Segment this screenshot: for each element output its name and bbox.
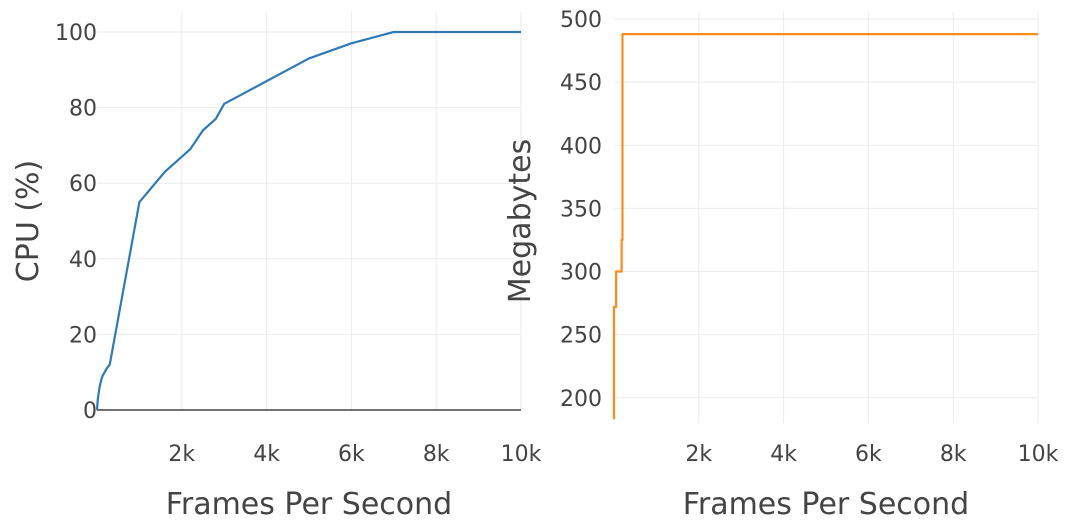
memory-series-line [612,33,1038,420]
memory-x-tick-label: 6k [855,442,882,467]
cpu-x-tick-label: 8k [423,442,450,467]
memory-chart: 2k 4k 6k 8k 10k 200 250 300 350 400 450 500 [560,8,1059,467]
cpu-y-tick-label: 0 [83,399,97,424]
cpu-chart: 2k 4k 6k 8k 10k 0 20 40 60 80 100 [55,12,542,467]
cpu-y-tick-label: 20 [69,323,97,348]
cpu-y-tick-label: 80 [69,97,97,122]
cpu-y-tick-label: 40 [69,248,97,273]
memory-y-tick-label: 450 [560,71,602,96]
cpu-x-tick-label: 2k [168,442,195,467]
memory-x-tick-label: 8k [940,442,967,467]
cpu-x-tick-label: 10k [501,442,542,467]
cpu-y-tick-label: 100 [55,21,97,46]
cpu-y-axis-title: CPU (%) [11,160,46,282]
cpu-x-axis-title: Frames Per Second [166,487,452,522]
memory-x-tick-label: 2k [685,442,712,467]
memory-y-tick-label: 300 [560,261,602,286]
memory-x-tick-label: 10k [1018,442,1059,467]
memory-y-tick-label: 200 [560,387,602,412]
cpu-series-line [95,30,521,411]
memory-x-tick-label: 4k [770,442,797,467]
cpu-x-tick-label: 6k [338,442,365,467]
memory-y-tick-label: 500 [560,8,602,33]
memory-x-axis-title: Frames Per Second [683,487,969,522]
cpu-x-tick-label: 4k [253,442,280,467]
memory-y-axis-title: Megabytes [503,139,538,303]
memory-y-tick-label: 350 [560,197,602,222]
memory-y-tick-label: 400 [560,134,602,159]
memory-y-tick-label: 250 [560,324,602,349]
cpu-y-tick-label: 60 [69,172,97,197]
